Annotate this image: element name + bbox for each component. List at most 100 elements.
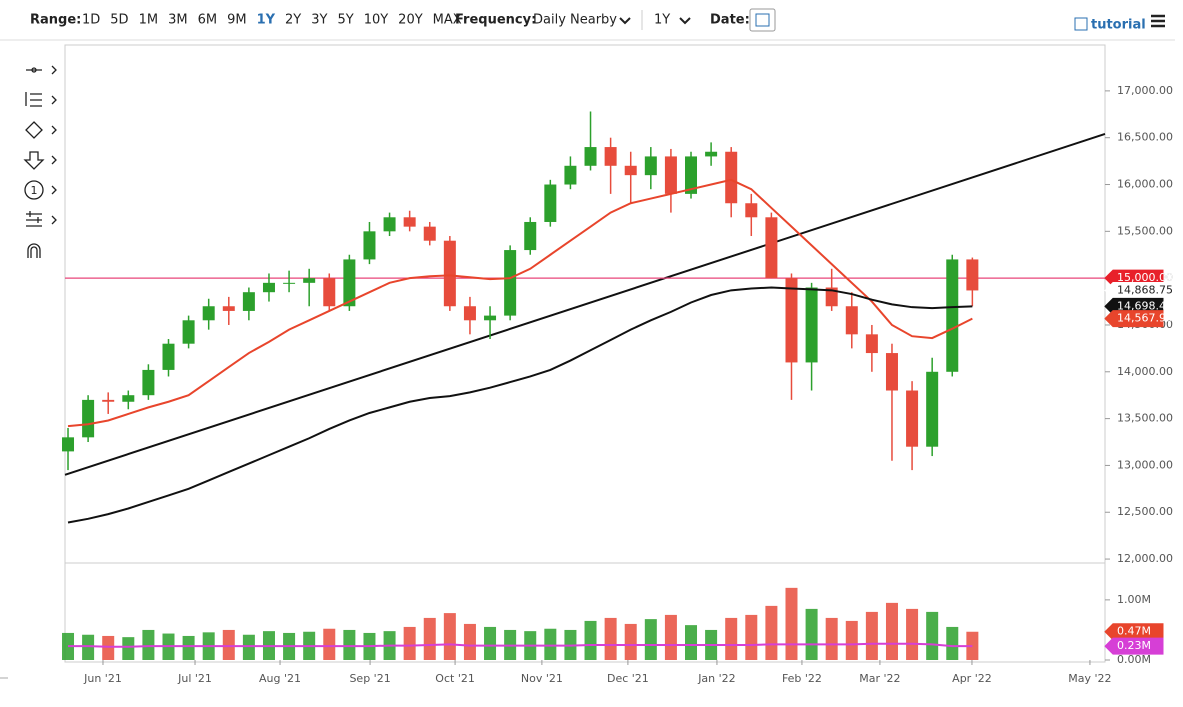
volume-bar — [725, 617, 738, 660]
tool-shape[interactable] — [25, 121, 57, 139]
tool-magnet[interactable] — [27, 243, 41, 258]
range-option[interactable]: 10Y — [364, 13, 389, 28]
volume-bar — [82, 634, 95, 660]
tool-annotation[interactable] — [24, 180, 44, 200]
volume-bar — [765, 605, 778, 660]
chevron — [619, 17, 631, 25]
candle-body — [765, 217, 778, 279]
candle-body — [222, 306, 235, 311]
range-option[interactable]: 3M — [168, 13, 188, 28]
volume-bar — [102, 635, 115, 660]
candle-body — [584, 147, 597, 166]
tool-arrow[interactable] — [23, 151, 57, 170]
volume-bar — [423, 617, 436, 660]
x-tick-label: Feb '22 — [782, 672, 822, 685]
plot-frame — [64, 44, 1106, 663]
y-tick-label: 13,000.00 — [1117, 458, 1173, 471]
candle-body — [624, 165, 637, 176]
volume-bar — [142, 629, 155, 660]
y-tick-label: 15,500.00 — [1117, 224, 1173, 237]
candle-body — [484, 315, 497, 321]
range-option[interactable]: 6M — [198, 13, 218, 28]
period-select[interactable]: 1Y — [654, 13, 670, 28]
ma200-line — [67, 286, 973, 524]
date-button[interactable] — [749, 8, 776, 32]
x-tick-label: Jun '21 — [83, 672, 122, 685]
range-option[interactable]: 9M — [227, 13, 247, 28]
volume-bar — [343, 629, 356, 660]
range-option[interactable]: 1D — [82, 13, 100, 28]
volume-bar — [946, 626, 959, 660]
candle-body — [182, 320, 195, 344]
candle-body — [705, 151, 718, 157]
candle-body — [202, 306, 215, 321]
tutorial-link[interactable]: tutorial — [1091, 18, 1146, 33]
y-tick-label: 14,000.00 — [1117, 365, 1173, 378]
range-option[interactable]: 2Y — [285, 13, 301, 28]
value-tag-label: 15,000.00 — [1117, 271, 1173, 284]
candle-body — [785, 278, 798, 363]
range-option[interactable]: 5D — [110, 13, 128, 28]
tool-measure[interactable] — [26, 211, 57, 227]
x-tick-label: Jul '21 — [177, 672, 212, 685]
volume-tick-label: 0.00M — [1117, 653, 1151, 666]
candle-body — [443, 240, 456, 307]
volume-bar — [664, 614, 677, 660]
volume-bar — [624, 623, 637, 660]
x-tick-label: Jan '22 — [697, 672, 735, 685]
volume-bar — [604, 617, 617, 660]
range-option[interactable]: MAX — [433, 13, 462, 28]
candle-body — [383, 217, 396, 232]
x-tick-label: Dec '21 — [607, 672, 649, 685]
volume-bar — [242, 634, 255, 660]
candle-body — [865, 334, 878, 354]
range-option[interactable]: 3Y — [311, 13, 327, 28]
candle-body — [725, 151, 738, 204]
volume-ma-line — [68, 642, 973, 648]
chevron — [679, 17, 691, 25]
candle-body — [685, 156, 698, 194]
tool-line[interactable] — [26, 65, 57, 75]
candle-body — [343, 259, 356, 307]
range-option[interactable]: 5Y — [337, 13, 353, 28]
y-tick-label: 16,500.00 — [1117, 131, 1173, 144]
range-option[interactable]: 20Y — [398, 13, 423, 28]
value-tag — [1104, 637, 1164, 655]
trendline — [64, 133, 1106, 476]
value-tag — [1104, 281, 1164, 299]
volume-bar — [584, 620, 597, 660]
tool-fib[interactable] — [25, 92, 57, 107]
y-tick-label: 16,000.00 — [1117, 178, 1173, 191]
date-label: Date: — [710, 13, 750, 28]
candle-body — [906, 390, 919, 447]
x-tick-label: Aug '21 — [259, 672, 301, 685]
menu-icon[interactable] — [1151, 14, 1165, 28]
calendar-icon — [755, 13, 770, 27]
range-option[interactable]: 1Y — [257, 13, 276, 28]
ma50-line — [67, 178, 973, 428]
volume-bar — [463, 623, 476, 660]
candle-body — [504, 250, 517, 316]
volume-bar — [403, 626, 416, 660]
volume-bar — [685, 625, 698, 660]
candle-body — [82, 399, 95, 438]
chevron — [51, 185, 57, 195]
volume-bar — [222, 629, 235, 660]
tool-annotation-digit: 1 — [31, 184, 38, 197]
volume-bar — [825, 617, 838, 660]
volume-bar — [323, 628, 336, 660]
candle-body — [403, 217, 416, 227]
candle-body — [825, 287, 838, 307]
volume-tick-label: 1.00M — [1117, 593, 1151, 606]
drawing-tools — [23, 65, 57, 258]
value-tag — [1104, 623, 1164, 641]
frequency-select[interactable]: Daily Nearby — [533, 13, 617, 28]
y-tick-label: 13,500.00 — [1117, 412, 1173, 425]
candle-body — [323, 278, 336, 307]
candle-body — [845, 306, 858, 335]
candle-body — [262, 282, 275, 293]
range-option[interactable]: 1M — [139, 13, 159, 28]
x-tick-label: Apr '22 — [952, 672, 992, 685]
volume-bar — [544, 628, 557, 660]
